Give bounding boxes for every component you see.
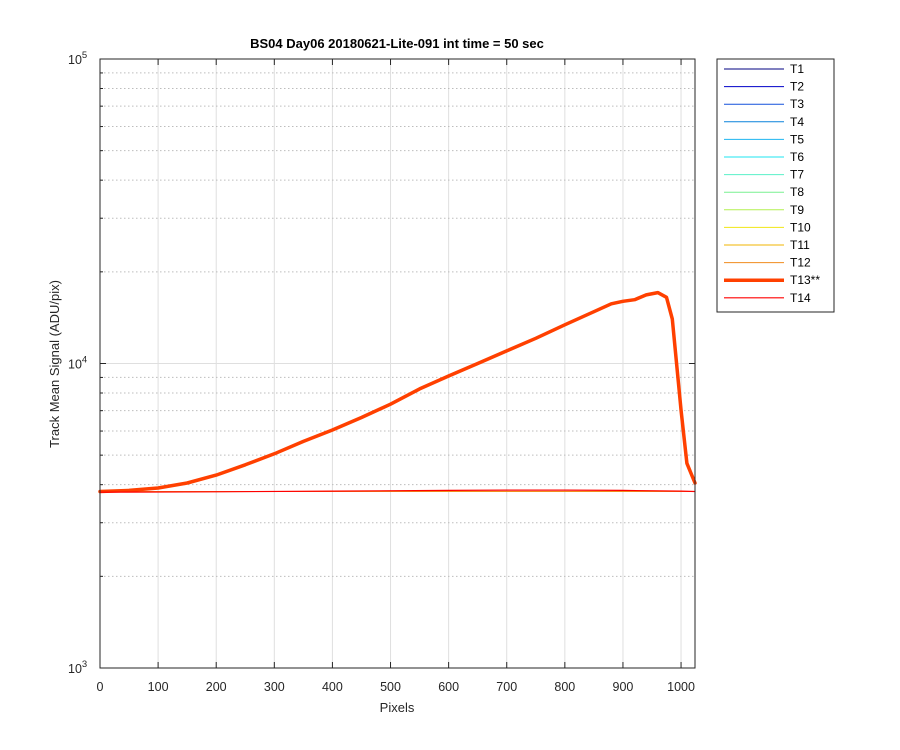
legend-entry: T6	[724, 150, 804, 164]
legend-entry: T12	[724, 256, 811, 270]
legend-label: T4	[790, 115, 804, 129]
x-tick-label: 100	[148, 680, 169, 694]
legend-entry: T1	[724, 62, 804, 76]
legend-label: T10	[790, 220, 811, 234]
legend-label: T8	[790, 185, 804, 199]
legend-entry: T8	[724, 185, 804, 199]
x-tick-label: 200	[206, 680, 227, 694]
legend-entry: T10	[724, 220, 811, 234]
grid-lines	[100, 59, 695, 668]
y-tick-label: 105	[68, 50, 87, 67]
legend-label: T3	[790, 97, 804, 111]
x-tick-label: 700	[496, 680, 517, 694]
legend-label: T5	[790, 132, 804, 146]
x-tick-label: 1000	[667, 680, 695, 694]
legend-label: T14	[790, 291, 811, 305]
legend-label: T2	[790, 80, 804, 94]
legend-label: T13**	[790, 273, 820, 287]
x-axis: 0 100 200 300 400 500 600 700 800 900 1000	[97, 59, 695, 694]
series-line-14	[99, 489, 696, 493]
plot-area	[98, 58, 697, 669]
x-tick-label: 300	[264, 680, 285, 694]
x-tick-label: 400	[322, 680, 343, 694]
y-tick-label: 103	[68, 659, 87, 676]
legend-label: T1	[790, 62, 804, 76]
chart-title: BS04 Day06 20180621-Lite-091 int time = …	[250, 36, 544, 51]
y-axis-label: Track Mean Signal (ADU/pix)	[47, 280, 62, 448]
x-tick-label: 800	[554, 680, 575, 694]
legend-entry: T14	[724, 291, 811, 305]
legend-box	[716, 58, 835, 313]
x-axis-label: Pixels	[380, 700, 415, 715]
legend-entry: T2	[724, 80, 804, 94]
y-axis: 103 104 105	[68, 50, 695, 676]
legend-label: T7	[790, 168, 804, 182]
x-tick-label: 600	[438, 680, 459, 694]
legend-label: T9	[790, 203, 804, 217]
y-tick-label: 104	[68, 355, 87, 372]
x-tick-label: 500	[380, 680, 401, 694]
legend-entry: T4	[724, 115, 804, 129]
x-tick-label: 0	[97, 680, 104, 694]
series-line-13	[98, 290, 697, 494]
x-tick-label: 900	[613, 680, 634, 694]
legend-label: T11	[790, 238, 810, 252]
legend: T1 T2 T3 T4 T5 T6 T7 T8 T9 T10 T11 T12 T13** T14	[716, 58, 835, 313]
legend-entry: T5	[724, 132, 804, 146]
data-series	[98, 290, 697, 494]
legend-entry: T3	[724, 97, 804, 111]
legend-entry: T7	[724, 168, 804, 182]
legend-entry: T13**	[724, 273, 820, 287]
legend-entries: T1 T2 T3 T4 T5 T6 T7 T8 T9 T10 T11 T12 T13** T14	[724, 62, 820, 305]
legend-label: T12	[790, 256, 811, 270]
legend-entry: T11	[724, 238, 810, 252]
legend-entry: T9	[724, 203, 804, 217]
legend-label: T6	[790, 150, 804, 164]
